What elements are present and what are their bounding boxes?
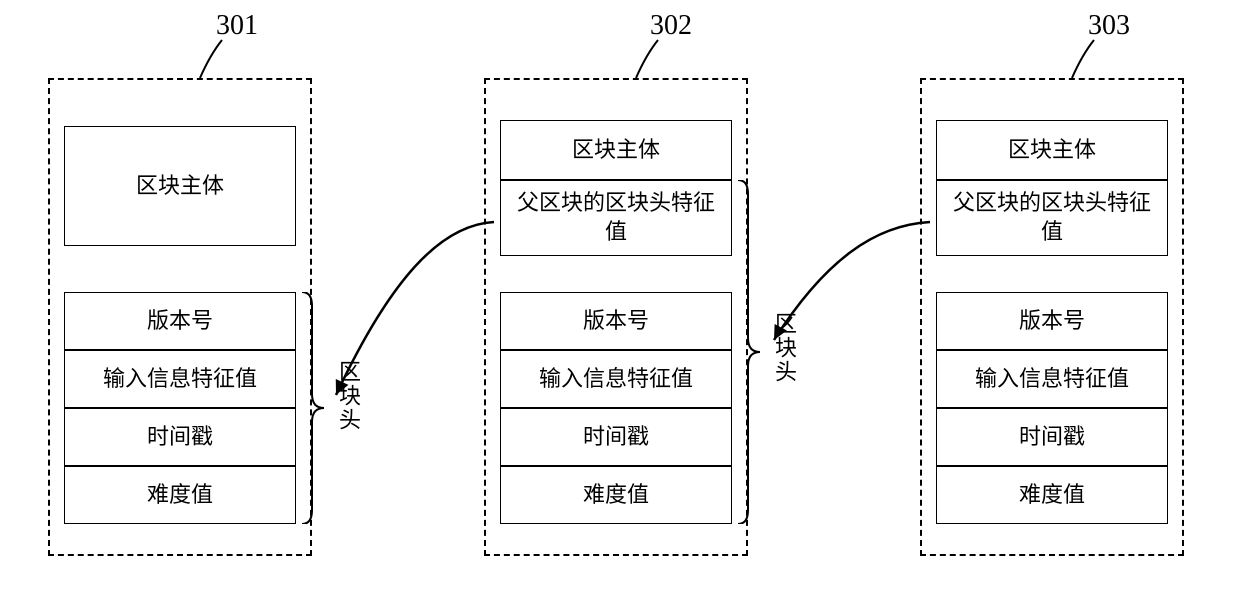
arrow-303-to-302 [0, 0, 1240, 592]
diagram-canvas: 301区块主体版本号输入信息特征值时间戳难度值区块头302区块主体父区块的区块头… [0, 0, 1240, 592]
